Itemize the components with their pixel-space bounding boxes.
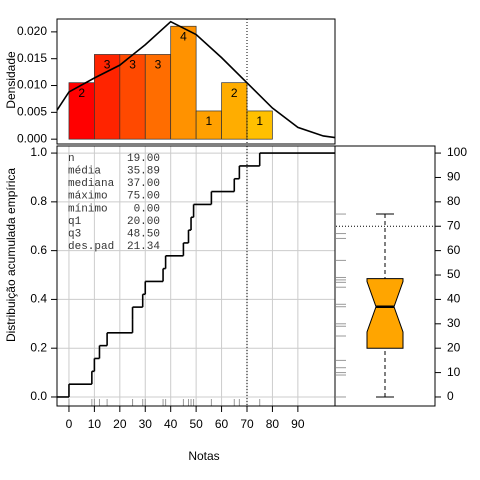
y-tick-label: 100 — [447, 145, 467, 159]
bar — [246, 110, 273, 140]
bar-label: 3 — [104, 58, 111, 72]
y-tick-label: 0.020 — [17, 24, 47, 38]
bar — [68, 82, 95, 140]
stat-name: mediana — [68, 178, 115, 190]
y-tick-label: 0.005 — [17, 105, 47, 119]
plot-frame — [334, 145, 436, 407]
bar-label: 1 — [256, 114, 263, 128]
bar-label: 4 — [180, 29, 187, 43]
stat-value: 19.00 — [127, 153, 160, 165]
stat-name: mínimo — [68, 203, 108, 215]
stat-name: q1 — [68, 216, 82, 228]
x-axis-label: Notas — [188, 449, 219, 463]
bar-label: 2 — [78, 86, 85, 100]
y-tick-label: 60 — [447, 243, 461, 257]
bar — [221, 82, 248, 140]
y-tick-label: 0.4 — [30, 292, 47, 306]
y-tick-label: 0.010 — [17, 78, 47, 92]
y-axis-label: Distribuição acumulada empírica — [4, 168, 18, 342]
stat-value: 21.34 — [127, 241, 160, 253]
y-tick-label: 40 — [447, 292, 461, 306]
x-tick-label: 30 — [139, 417, 153, 431]
stat-value: 20.00 — [127, 216, 160, 228]
density-curve — [56, 20, 336, 139]
y-axis-label: Densidade — [4, 51, 18, 109]
stat-value: 48.50 — [127, 229, 160, 241]
y-tick-label: 1.0 — [30, 145, 47, 159]
y-tick-label: 70 — [447, 218, 461, 232]
y-tick-label: 90 — [447, 170, 461, 184]
stat-name: máximo — [68, 191, 108, 203]
bar — [144, 54, 172, 140]
bar — [195, 110, 222, 140]
x-tick-label: 60 — [215, 417, 229, 431]
stat-name: q3 — [68, 229, 81, 241]
y-tick-label: 0.8 — [30, 194, 47, 208]
y-tick-label: 50 — [447, 267, 461, 281]
x-tick-label: 40 — [164, 417, 178, 431]
x-tick-label: 50 — [189, 417, 203, 431]
y-tick-label: 0.6 — [30, 243, 47, 257]
x-tick-label: 20 — [113, 417, 127, 431]
x-tick-label: 90 — [291, 417, 305, 431]
bar-label: 3 — [155, 58, 162, 72]
bar — [170, 25, 197, 140]
box — [366, 278, 404, 349]
y-tick-label: 30 — [447, 316, 461, 330]
x-tick-label: 0 — [66, 417, 73, 431]
bar-label: 3 — [129, 58, 136, 72]
stat-name: des.pad — [68, 241, 114, 253]
stat-value: 75.00 — [127, 191, 160, 203]
y-tick-label: 0.2 — [30, 340, 47, 354]
stat-value: 35.89 — [127, 166, 160, 178]
stat-name: n — [68, 153, 75, 165]
plot-frame — [56, 18, 336, 145]
y-tick-label: 0.015 — [17, 51, 47, 65]
x-tick-label: 10 — [88, 417, 102, 431]
x-tick-label: 80 — [266, 417, 280, 431]
x-tick-label: 70 — [240, 417, 254, 431]
bar-label: 1 — [206, 114, 213, 128]
y-tick-label: 20 — [447, 340, 461, 354]
y-tick-label: 10 — [447, 365, 461, 379]
y-tick-label: 80 — [447, 194, 461, 208]
bar-label: 2 — [231, 86, 238, 100]
stat-value: 37.00 — [127, 178, 160, 190]
y-tick-label: 0.000 — [17, 131, 47, 145]
bar — [119, 54, 146, 140]
stat-value: 0.00 — [134, 203, 160, 215]
stat-name: média — [68, 166, 101, 178]
y-tick-label: 0.0 — [30, 389, 47, 403]
y-tick-label: 0 — [447, 389, 454, 403]
